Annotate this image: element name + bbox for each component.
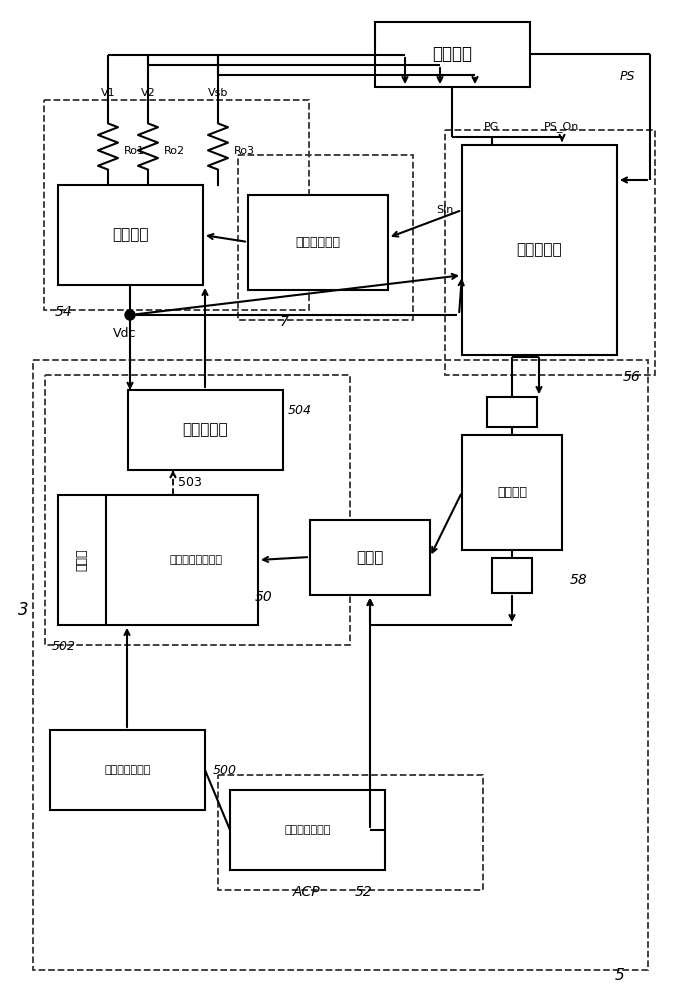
Bar: [33, 360, 648, 970]
Circle shape: [125, 310, 135, 320]
Bar: [375, 22, 530, 87]
Text: 功率因数校正电路: 功率因数校正电路: [169, 555, 222, 565]
Text: Ro2: Ro2: [164, 146, 185, 156]
Bar: [248, 195, 388, 290]
Text: 5: 5: [615, 968, 624, 983]
Text: 56: 56: [622, 370, 640, 384]
Bar: [487, 397, 537, 427]
Text: ACP: ACP: [294, 885, 321, 899]
Text: PS_On: PS_On: [544, 122, 580, 132]
Text: PS: PS: [620, 70, 635, 83]
Text: 隔离单元: 隔离单元: [497, 486, 527, 499]
Text: 电源转换器: 电源转换器: [183, 422, 228, 438]
Text: 电子系统: 电子系统: [432, 45, 473, 64]
Bar: [462, 145, 617, 355]
Bar: [44, 100, 309, 310]
Text: 控制器: 控制器: [356, 550, 383, 565]
Bar: [128, 390, 283, 470]
Bar: [218, 775, 483, 890]
Bar: [50, 730, 205, 810]
Text: 线性控制模块: 线性控制模块: [296, 236, 340, 249]
Text: 504: 504: [288, 403, 312, 416]
Text: 电磁干扰滤波器: 电磁干扰滤波器: [104, 765, 151, 775]
Bar: [445, 130, 655, 375]
Bar: [103, 495, 258, 625]
Text: 54: 54: [55, 305, 73, 319]
Text: V1: V1: [101, 88, 115, 98]
Text: 7: 7: [280, 315, 289, 329]
Text: Ro3: Ro3: [234, 146, 255, 156]
Bar: [45, 375, 350, 645]
Text: Vsb: Vsb: [208, 88, 228, 98]
Bar: [310, 520, 430, 595]
Text: 整流器: 整流器: [76, 549, 89, 571]
Bar: [462, 435, 562, 550]
Bar: [58, 185, 203, 285]
Text: Ro1: Ro1: [124, 146, 145, 156]
Text: PG: PG: [484, 122, 500, 132]
Text: Sin: Sin: [437, 205, 454, 215]
Text: 50: 50: [255, 590, 273, 604]
Text: 503: 503: [178, 476, 202, 488]
Text: V2: V2: [140, 88, 155, 98]
Text: 电源管理器: 电源管理器: [517, 242, 563, 257]
Text: 3: 3: [18, 601, 29, 619]
Bar: [492, 558, 532, 593]
Text: 交流电源供应器: 交流电源供应器: [284, 825, 331, 835]
Text: 开关元件: 开关元件: [112, 228, 148, 242]
Text: 58: 58: [570, 573, 588, 587]
Text: 500: 500: [213, 764, 237, 776]
Bar: [230, 790, 385, 870]
Bar: [238, 155, 413, 320]
Bar: [58, 495, 106, 625]
Text: 52: 52: [355, 885, 373, 899]
Text: 502: 502: [52, 640, 76, 653]
Text: Vdc: Vdc: [113, 327, 137, 340]
